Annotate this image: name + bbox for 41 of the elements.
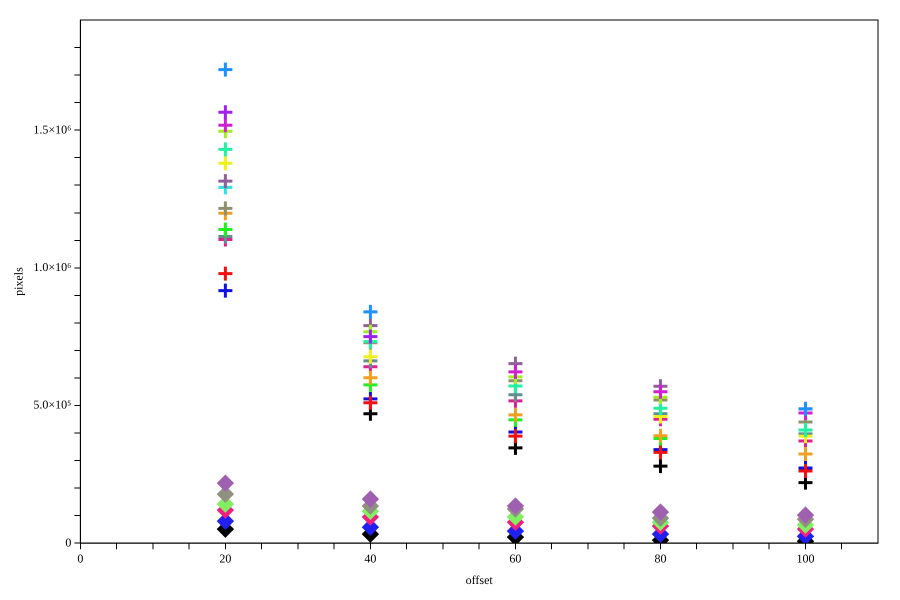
x-tick-label: 40 [364, 552, 376, 566]
point [796, 422, 814, 439]
x-tick-label: 100 [796, 552, 814, 566]
point [796, 506, 814, 524]
point [652, 383, 669, 400]
point [362, 394, 379, 412]
point [506, 406, 524, 424]
point [216, 265, 234, 282]
x-tick-label: 80 [654, 552, 666, 566]
point [652, 504, 669, 521]
x-axis-title: offset [466, 572, 494, 587]
x-tick-label: 60 [509, 552, 522, 566]
x-tick-label: 0 [77, 552, 84, 566]
point [216, 61, 234, 78]
point [652, 427, 669, 444]
point [362, 303, 379, 320]
point [216, 474, 234, 492]
point [216, 282, 234, 300]
point [652, 458, 669, 475]
point [506, 363, 524, 380]
point [362, 490, 379, 508]
y-tick-label: 1.0×10⁶ [33, 260, 72, 274]
point [796, 462, 814, 480]
y-axis-title: pixels [11, 266, 26, 296]
point [796, 445, 814, 462]
x-tick-label: 20 [219, 552, 232, 566]
point [362, 369, 379, 386]
y-tick-label: 5.0×10⁵ [33, 398, 72, 412]
point [216, 172, 234, 190]
point [216, 200, 234, 217]
point [506, 428, 524, 445]
point [362, 348, 379, 366]
point [216, 140, 234, 158]
y-tick-label: 0 [65, 535, 72, 550]
point [216, 104, 234, 121]
point [506, 498, 524, 515]
point [216, 221, 234, 238]
y-tick-label: 1.5×10⁶ [33, 122, 72, 136]
point [216, 116, 234, 134]
point [216, 154, 234, 172]
point [362, 328, 379, 346]
